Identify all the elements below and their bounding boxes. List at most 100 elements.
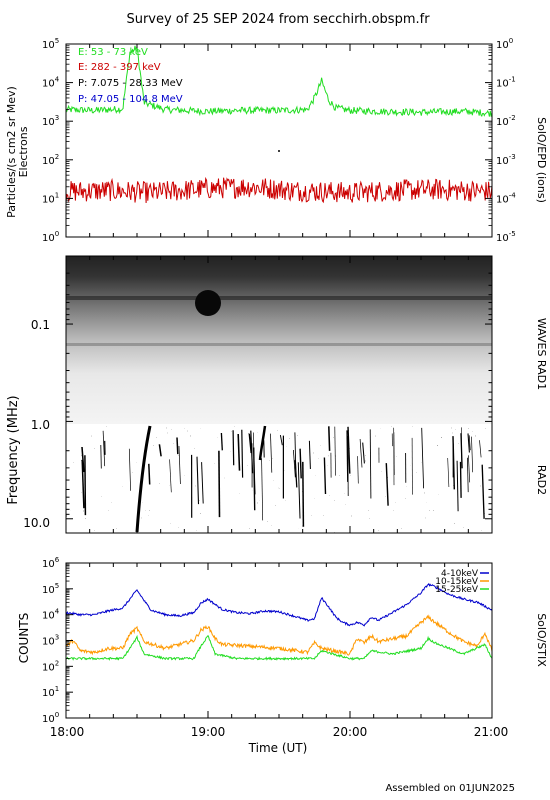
rad2-burst: [385, 463, 389, 506]
rad2-burst: [218, 450, 221, 518]
epd-y-tick-label: 101: [42, 191, 59, 205]
epd-legend-1: E: 53 - 73 keV: [78, 47, 148, 58]
rad1-band-1: [66, 296, 492, 300]
epd-black-point: [278, 150, 280, 152]
time-tick-20: 20:00: [333, 725, 368, 739]
rad2-burst: [468, 435, 471, 451]
rad1-dark-blob: [195, 290, 221, 316]
epd-y2-tick-label: 100: [496, 37, 513, 51]
stix-series-2: [66, 614, 492, 656]
epd-y2-tick-label: 10-2: [496, 114, 516, 128]
stix-y-tick-label: 100: [42, 711, 59, 725]
rad2-noise: [66, 426, 486, 533]
stix-y-tick-label: 103: [42, 634, 59, 648]
epd-ylabel-2: Electrons: [17, 126, 30, 177]
rad2-burst: [176, 437, 179, 455]
rad1-background: [66, 256, 492, 424]
rad2-burst: [169, 459, 172, 493]
stix-y-tick-label: 102: [42, 659, 59, 673]
rad2-burst: [279, 435, 283, 446]
epd-y-tick-label: 103: [42, 114, 59, 128]
rad2-burst: [467, 433, 470, 453]
epd-y2-tick-label: 10-4: [496, 191, 516, 205]
epd-y2-tick-label: 10-1: [496, 76, 516, 90]
waves-ylabel: Frequency (MHz): [6, 395, 21, 504]
rad2-burst: [334, 426, 336, 476]
rad2-burst: [270, 433, 273, 473]
rad2-burst: [252, 432, 256, 495]
epd-y-tick-label: 100: [42, 230, 59, 244]
stix-series-1: [66, 582, 492, 627]
assembled-footer: Assembled on 01JUN2025: [385, 783, 515, 794]
epd-legend-2: E: 282 - 397 keV: [78, 62, 161, 73]
epd-y-tick-label: 102: [42, 153, 59, 167]
stix-legend-1: 4-10keV: [441, 569, 479, 579]
rad2-burst: [248, 433, 252, 454]
xlabel-time: Time (UT): [248, 741, 308, 755]
type3-burst-1: [135, 425, 152, 533]
waves-tick-01: 0.1: [31, 318, 50, 332]
rad2-burst: [328, 426, 331, 451]
rad2-burst: [232, 430, 235, 466]
epd-ylabel: Particles/(s cm2 sr Mev): [5, 86, 18, 218]
stix-y-tick-label: 105: [42, 582, 59, 596]
time-tick-18: 18:00: [50, 725, 85, 739]
rad2-burst: [220, 432, 223, 451]
rad2-burst: [158, 444, 162, 457]
rad2-burst: [471, 436, 474, 473]
rad2-burst: [308, 440, 311, 470]
rad2-burst: [81, 446, 85, 473]
rad2-burst: [359, 438, 363, 468]
rad2-burst: [128, 448, 131, 491]
rad2-burst: [297, 462, 301, 519]
stix-right-label: SolO/STIX: [535, 613, 548, 667]
rad2-burst: [362, 442, 365, 464]
rad2-burst: [302, 461, 305, 527]
rad2-burst: [81, 459, 85, 509]
rad2-burst: [84, 455, 87, 516]
epd-y-tick-label: 104: [42, 76, 60, 90]
rad2-burst: [100, 444, 102, 469]
rad2-burst: [346, 430, 349, 482]
waves-right-label-rad2: RAD2: [535, 465, 548, 495]
epd-y2-tick-label: 10-5: [496, 230, 516, 244]
rad2-burst: [421, 427, 425, 489]
stix-y-tick-label: 106: [42, 556, 60, 570]
rad2-burst: [261, 458, 264, 521]
stix-y-tick-label: 104: [42, 608, 60, 622]
stix-series-3: [66, 634, 492, 661]
stix-legend-2: 10-15keV: [435, 577, 479, 587]
time-tick-19: 19:00: [191, 725, 226, 739]
epd-series-2: [66, 176, 492, 204]
rad2-burst: [452, 436, 456, 490]
rad2-burst: [369, 429, 372, 499]
rad2-burst: [479, 440, 482, 458]
rad2-burst: [456, 460, 459, 512]
rad2-burst: [468, 455, 471, 483]
waves-panel: 0.1 1.0 10.0 Frequency (MHz) WAVES RAD1 …: [6, 255, 548, 534]
rad2-burst: [323, 457, 327, 495]
waves-tick-10: 10.0: [23, 516, 50, 530]
figure-title: Survey of 25 SEP 2024 from secchirh.obsp…: [126, 12, 430, 27]
rad2-burst: [294, 432, 297, 471]
rad2-burst: [178, 445, 181, 485]
epd-y-tick-label: 105: [42, 37, 59, 51]
rad2-burst: [447, 457, 450, 488]
epd-y2-tick-label: 10-3: [496, 153, 516, 167]
stix-frame: [65, 562, 493, 719]
rad2-burst: [201, 462, 204, 504]
epd-right-label: SolO/EPD (ions): [535, 117, 548, 203]
rad2-burst: [293, 449, 296, 478]
rad2-burst: [459, 461, 462, 498]
rad2-burst: [299, 448, 302, 479]
rad2-burst: [347, 426, 351, 474]
stix-panel: 100 101 102 103 104 105 106 4-10keV 10-15keV 1…: [17, 556, 548, 755]
rad2-burst: [241, 429, 244, 478]
rad2-burst: [481, 464, 485, 519]
rad1-band-2: [66, 343, 492, 346]
stix-ylabel: COUNTS: [17, 613, 31, 664]
epd-panel: 100 101 102 103 104 105 10-5 10-4 10-3 10-2 10-1 10…: [5, 37, 548, 244]
rad2-burst: [148, 463, 151, 485]
stix-y-tick-label: 101: [42, 685, 59, 699]
